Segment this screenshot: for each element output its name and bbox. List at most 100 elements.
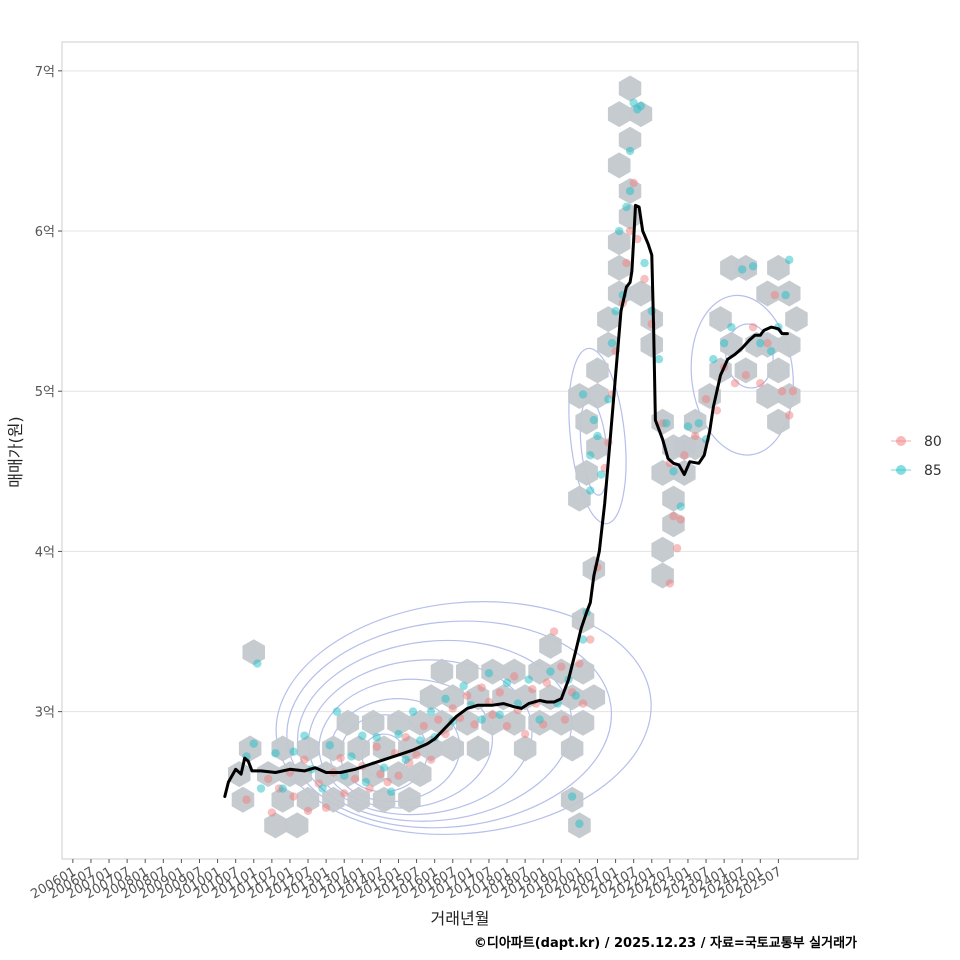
point-85	[249, 739, 258, 748]
point-85	[611, 306, 620, 316]
hex-bin	[629, 280, 653, 307]
x-axis-title: 거래년월	[431, 909, 490, 928]
point-85	[575, 819, 584, 828]
point-80	[289, 792, 298, 801]
point-85	[271, 749, 280, 758]
hex-bin	[419, 735, 443, 762]
point-85	[719, 338, 729, 348]
hex-bin	[607, 229, 631, 256]
y-axis: 3억 4억 5억 6억 7억	[35, 65, 62, 721]
point-80	[264, 774, 273, 784]
point-80	[242, 795, 251, 804]
hex-bin	[709, 306, 732, 333]
hex-bin	[568, 485, 591, 512]
hex-bin	[640, 331, 663, 358]
point-80	[672, 544, 682, 553]
point-85	[586, 486, 595, 495]
point-80	[770, 290, 779, 300]
point-80	[383, 777, 392, 787]
point-85	[596, 470, 606, 479]
hex-bin	[441, 684, 464, 711]
hex-bin	[361, 709, 385, 736]
point-80	[669, 511, 678, 521]
point-85	[654, 354, 664, 364]
hex-bin	[408, 761, 432, 788]
hex-bin	[575, 408, 598, 435]
point-80	[448, 704, 457, 713]
point-85	[394, 729, 403, 739]
point-85	[625, 186, 635, 196]
hex-bin	[734, 357, 758, 384]
point-85	[524, 675, 533, 684]
y-tick-label: 6억	[35, 225, 55, 240]
point-85	[615, 226, 624, 236]
hex-bin	[528, 658, 551, 685]
y-tick-label: 7억	[35, 65, 55, 80]
y-axis-title: 매매가(원)	[6, 416, 25, 487]
hex-bin	[387, 709, 410, 736]
point-85	[593, 431, 602, 441]
hex-bin	[640, 306, 663, 333]
point-85	[484, 668, 494, 678]
hex-bin	[756, 280, 779, 307]
point-85	[361, 777, 371, 787]
hex-bin	[586, 357, 609, 384]
x-axis: 2006012006072007012007072008012008072009…	[28, 859, 784, 902]
point-85	[756, 338, 765, 348]
hex-bin	[720, 254, 743, 281]
hex-bin	[767, 254, 790, 281]
point-85	[358, 731, 367, 740]
hex-bin	[618, 126, 642, 153]
point-80	[365, 784, 374, 793]
point-85	[669, 467, 678, 476]
hex-bin	[336, 709, 360, 736]
density-contour	[568, 347, 627, 525]
legend-label-80: 80	[924, 434, 942, 450]
point-85	[571, 691, 580, 700]
point-80	[701, 395, 711, 404]
point-85	[625, 146, 635, 156]
legend-key-85	[896, 465, 906, 475]
hex-bin	[257, 761, 280, 788]
point-80	[741, 371, 751, 380]
point-80	[336, 753, 345, 763]
hex-bin	[264, 812, 287, 839]
hex-bin	[372, 735, 396, 762]
point-85	[781, 290, 790, 300]
point-80	[640, 274, 649, 284]
point-80	[488, 710, 497, 720]
point-80	[321, 803, 331, 812]
trend-line	[223, 203, 789, 798]
hex-bin	[767, 357, 790, 384]
hex-bin	[398, 786, 421, 813]
trend-line-group	[223, 203, 789, 798]
point-85	[586, 451, 595, 460]
point-85	[662, 419, 671, 428]
point-85	[256, 784, 266, 793]
hex-bin	[456, 658, 479, 685]
plot-panel-border	[61, 41, 859, 860]
point-85	[535, 715, 544, 724]
legend-key-80	[896, 436, 906, 446]
point-85	[640, 258, 649, 268]
point-85	[546, 667, 555, 676]
point-80	[680, 451, 689, 460]
hex-bin	[618, 75, 642, 102]
point-80	[303, 806, 313, 816]
point-80	[470, 720, 479, 729]
point-85	[379, 763, 389, 772]
point-85	[589, 415, 599, 425]
point-80	[441, 729, 450, 739]
point-85	[278, 784, 287, 793]
hex-bin	[575, 459, 598, 486]
point-85	[426, 707, 436, 716]
point-80	[730, 379, 740, 388]
point-85	[477, 715, 486, 724]
point-80	[495, 688, 504, 697]
point-80	[434, 715, 443, 724]
point-85	[738, 265, 747, 274]
point-80	[542, 678, 552, 687]
point-85	[459, 681, 468, 691]
hex-bin	[683, 434, 707, 461]
hex-bin	[560, 735, 584, 762]
